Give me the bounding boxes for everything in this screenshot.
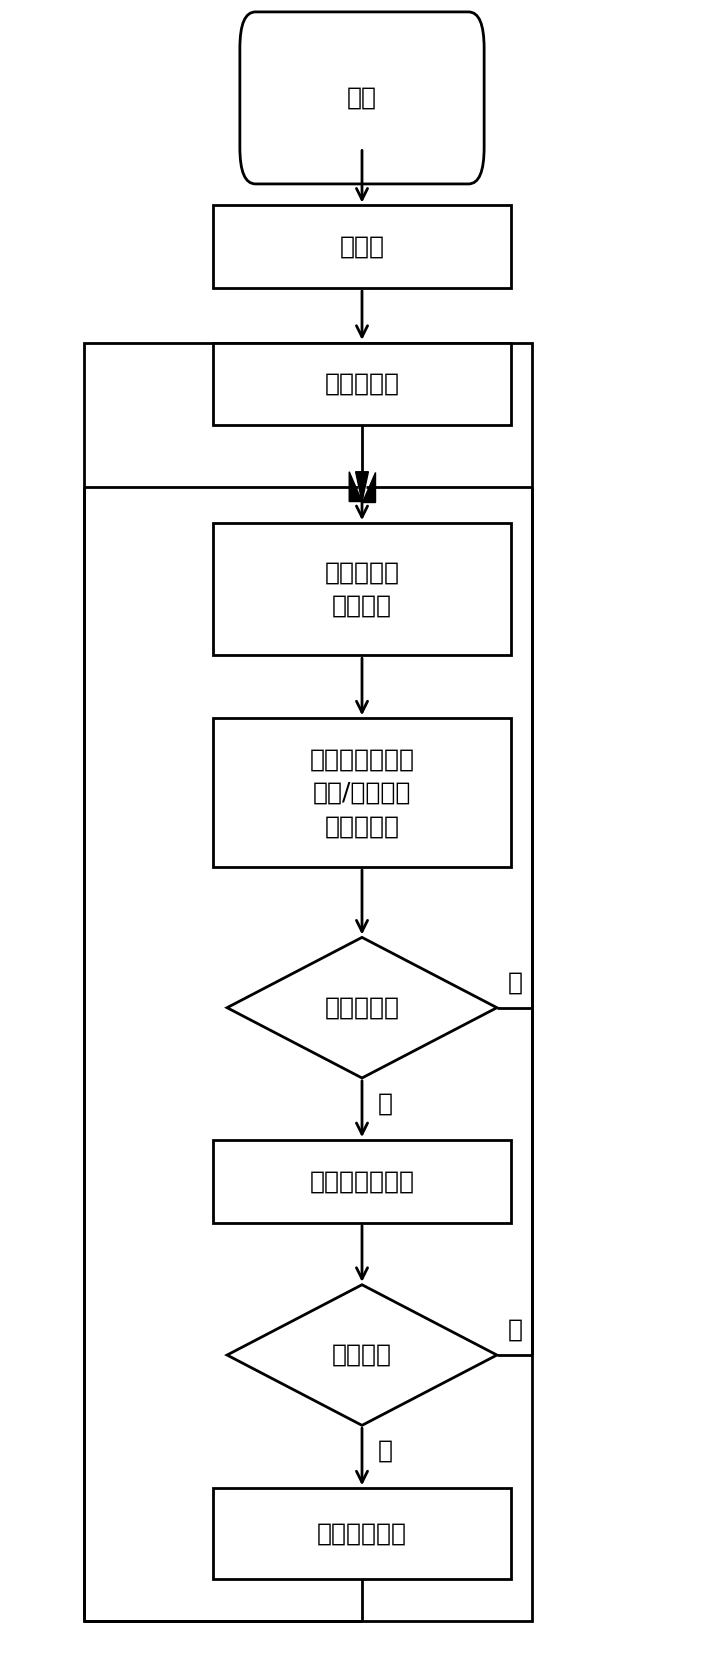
Text: 否: 否 <box>508 1318 523 1341</box>
Text: 开始: 开始 <box>347 87 377 110</box>
Text: 否: 否 <box>508 971 523 994</box>
Text: 是: 是 <box>378 1091 392 1116</box>
Text: 起动发电机控制
指令/电动机控
制指令识别: 起动发电机控制 指令/电动机控 制指令识别 <box>309 747 415 837</box>
Bar <box>213 1488 511 1580</box>
Bar <box>213 205 511 289</box>
Bar <box>213 524 511 656</box>
Polygon shape <box>227 1284 497 1426</box>
Text: 电动机参数设定: 电动机参数设定 <box>309 1169 415 1193</box>
Text: 电驱动状态: 电驱动状态 <box>324 996 400 1019</box>
Polygon shape <box>349 472 362 502</box>
Text: 执行保护功能: 执行保护功能 <box>317 1521 407 1546</box>
Text: 主回路上电: 主回路上电 <box>324 372 400 395</box>
Text: 故障检测: 故障检测 <box>332 1343 392 1368</box>
Text: 是: 是 <box>378 1438 392 1463</box>
Bar <box>84 342 532 1621</box>
Bar <box>213 719 511 867</box>
Polygon shape <box>355 472 369 502</box>
FancyBboxPatch shape <box>240 12 484 183</box>
Polygon shape <box>362 472 375 502</box>
Bar <box>213 1139 511 1223</box>
Polygon shape <box>227 937 497 1078</box>
Text: 离散量控制
信号采集: 离散量控制 信号采集 <box>324 560 400 617</box>
Bar <box>213 342 511 425</box>
Text: 初始化: 初始化 <box>340 235 384 259</box>
